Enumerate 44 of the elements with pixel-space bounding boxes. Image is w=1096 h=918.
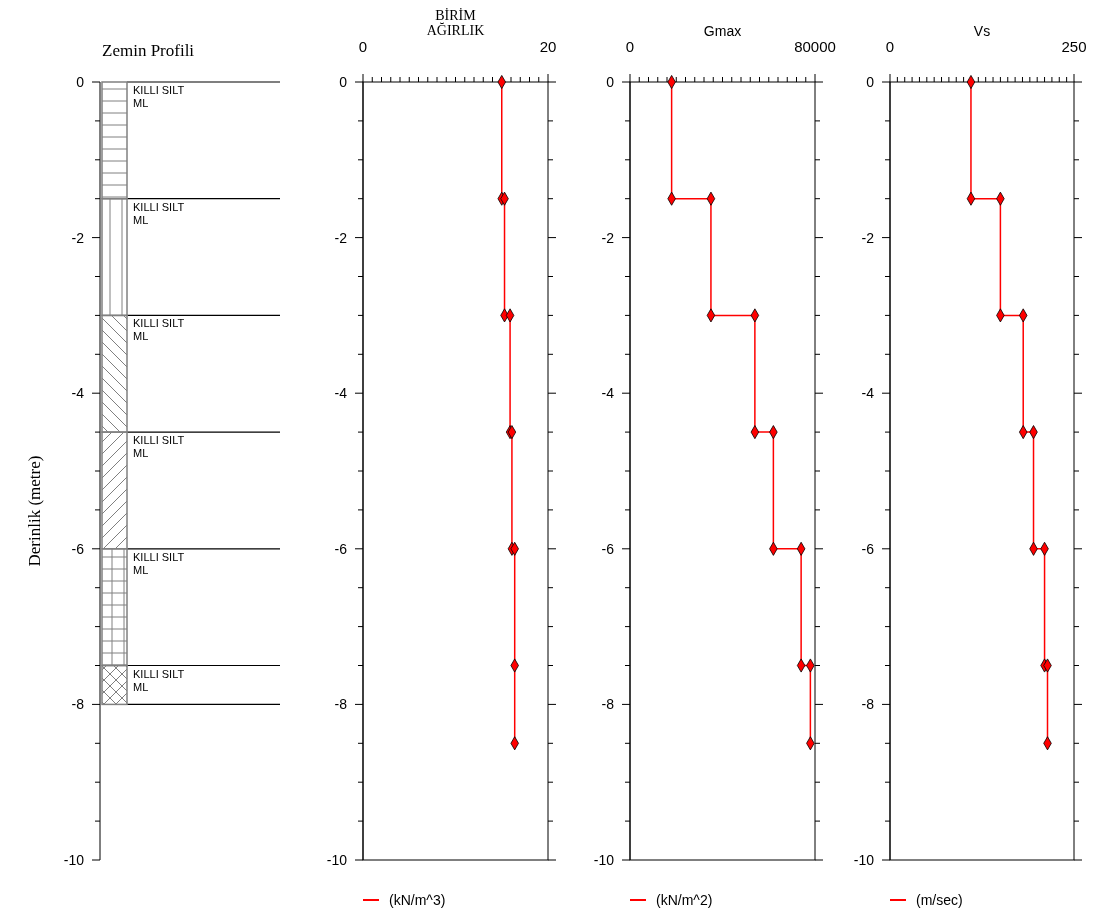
y-tick-label: -10 bbox=[593, 852, 615, 868]
y-tick-label: -6 bbox=[71, 540, 85, 557]
y-tick-label: 0 bbox=[76, 74, 85, 90]
y-tick-label: 0 bbox=[866, 74, 875, 90]
x-tick-label: 0 bbox=[358, 38, 368, 55]
series-label: KILLI SILT ML bbox=[133, 667, 185, 693]
y-tick-label: 0 bbox=[606, 74, 615, 90]
legend-label: (m/sec) bbox=[916, 892, 963, 908]
y-tick-label: -8 bbox=[334, 696, 348, 713]
x-tick-label: 250 bbox=[1061, 38, 1087, 55]
chart-title: BİRİM AĞIRLIK bbox=[426, 8, 485, 38]
y-tick-label: -4 bbox=[71, 385, 85, 402]
series-label: KILLI SILT ML bbox=[133, 84, 185, 109]
chart-title: Vs bbox=[973, 23, 991, 39]
x-tick-label: 0 bbox=[625, 38, 635, 55]
y-tick-label: -8 bbox=[71, 696, 85, 713]
x-tick-label: 0 bbox=[885, 38, 895, 55]
legend-label: (kN/m^2) bbox=[656, 892, 713, 908]
series-label: KILLI SILT ML bbox=[133, 434, 185, 460]
y-tick-label: -8 bbox=[861, 696, 875, 713]
y-tick-label: -6 bbox=[601, 540, 615, 557]
chart-title: Gmax bbox=[703, 23, 742, 39]
y-tick-label: -4 bbox=[334, 385, 348, 402]
y-tick-label: -4 bbox=[861, 385, 875, 402]
y-tick-label: -10 bbox=[63, 852, 85, 868]
x-tick-label: 20 bbox=[539, 38, 557, 55]
x-tick-label: 80000 bbox=[794, 38, 836, 55]
y-tick-label: -6 bbox=[334, 540, 348, 557]
series-label: KILLI SILT ML bbox=[133, 317, 185, 343]
y-tick-label: -2 bbox=[71, 229, 85, 246]
y-tick-label: -2 bbox=[861, 229, 875, 246]
series-label: KILLI SILT ML bbox=[133, 550, 185, 576]
y-tick-label: -4 bbox=[601, 385, 615, 402]
legend-label: (kN/m^3) bbox=[389, 892, 446, 908]
y-axis-title: Derinlik (metre) bbox=[25, 455, 44, 567]
chart-title: Zemin Profili bbox=[102, 41, 195, 60]
y-tick-label: -6 bbox=[861, 540, 875, 557]
y-tick-label: -10 bbox=[853, 852, 875, 868]
y-tick-label: -8 bbox=[601, 696, 615, 713]
series-label: KILLI SILT ML bbox=[133, 200, 185, 226]
y-tick-label: 0 bbox=[339, 74, 348, 90]
y-tick-label: -10 bbox=[326, 852, 348, 868]
y-tick-label: -2 bbox=[334, 229, 348, 246]
y-tick-label: -2 bbox=[601, 229, 615, 246]
